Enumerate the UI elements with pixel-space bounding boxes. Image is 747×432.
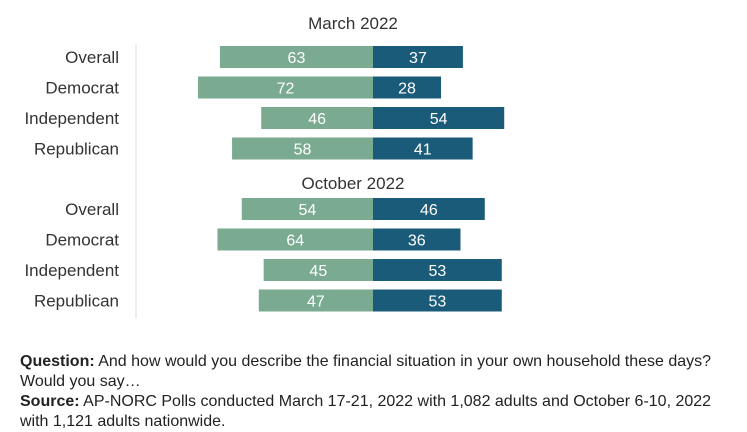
chart-svg: March 2022 Overall 63 37 Democrat 72 28 Indepen… <box>24 14 505 318</box>
bar-left <box>219 46 373 68</box>
chart-footnote: Question: And how would you describe the… <box>20 352 732 432</box>
panel-title: March 2022 <box>308 14 398 33</box>
bar-right-value-label: 37 <box>409 50 427 67</box>
category-label: Independent <box>24 261 119 280</box>
bar-left <box>198 76 373 99</box>
category-label: Democrat <box>45 79 119 98</box>
category-label: Independent <box>24 109 119 128</box>
bar-right-value-label: 53 <box>428 294 446 311</box>
bar-left <box>241 198 373 220</box>
bar-left <box>232 137 373 160</box>
category-label: Republican <box>34 292 119 311</box>
bar-right-value-label: 28 <box>398 81 416 98</box>
bar-left-value-label: 58 <box>294 142 312 159</box>
bar-left-value-label: 64 <box>286 233 304 250</box>
question-text: And how would you describe the financial… <box>20 353 712 390</box>
category-label: Republican <box>34 140 119 159</box>
bar-right <box>373 137 473 160</box>
bar-right-value-label: 46 <box>420 202 438 219</box>
panel-title: October 2022 <box>301 174 404 193</box>
source-text: AP-NORC Polls conducted March 17-21, 202… <box>20 393 712 430</box>
bar-right-value-label: 41 <box>414 142 432 159</box>
bar-right <box>373 289 502 312</box>
bar-right-value-label: 54 <box>430 111 448 128</box>
bar-left <box>263 259 373 281</box>
bar-right-value-label: 53 <box>428 263 446 280</box>
bar-right-value-label: 36 <box>408 233 426 250</box>
bar-right <box>373 76 442 99</box>
question-note: Question: And how would you describe the… <box>20 352 732 392</box>
question-label: Question: <box>20 353 95 370</box>
bar-left-value-label: 72 <box>277 81 295 98</box>
bar-right <box>373 107 505 129</box>
bar-left <box>258 289 373 312</box>
bar-left-value-label: 46 <box>308 111 326 128</box>
category-label: Overall <box>65 200 119 219</box>
source-note: Source: AP-NORC Polls conducted March 17… <box>20 392 732 432</box>
bar-left <box>261 107 373 129</box>
bar-left <box>217 228 373 251</box>
bar-right <box>373 259 502 281</box>
category-label: Overall <box>65 48 119 67</box>
diverging-bar-chart: March 2022 Overall 63 37 Democrat 72 28 Indepen… <box>24 14 505 318</box>
category-label: Democrat <box>45 231 119 250</box>
bar-left-value-label: 47 <box>307 294 325 311</box>
bar-left-value-label: 54 <box>298 202 316 219</box>
bar-left-value-label: 63 <box>288 50 306 67</box>
bar-right <box>373 198 485 220</box>
bar-right <box>373 46 463 68</box>
bar-right <box>373 228 461 251</box>
bar-left-value-label: 45 <box>309 263 327 280</box>
source-label: Source: <box>20 393 80 410</box>
